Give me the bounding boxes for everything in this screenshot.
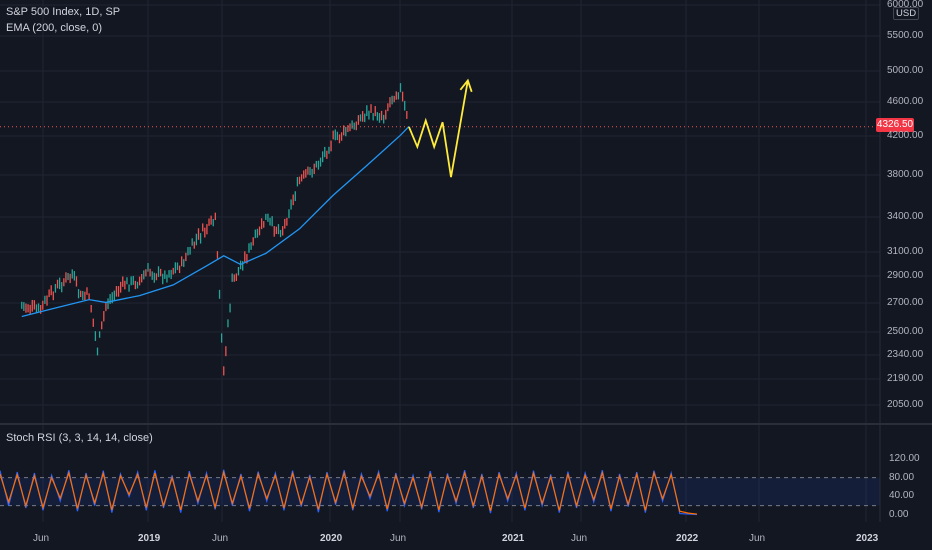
price-tick-label: 2500.00 xyxy=(887,326,924,337)
time-tick-label: 2021 xyxy=(502,533,525,544)
price-tick-label: 2700.00 xyxy=(887,297,924,308)
stoch-tick-label: 80.00 xyxy=(889,471,915,483)
stoch-band-area xyxy=(0,477,880,507)
time-tick-label: Jun xyxy=(212,533,229,544)
time-tick-label: 2023 xyxy=(856,533,879,544)
price-tick-label: 4600.00 xyxy=(887,96,924,107)
time-tick-label: Jun xyxy=(571,533,588,544)
price-tick-label: 2900.00 xyxy=(887,270,924,281)
ema-line xyxy=(21,126,410,318)
price-tick-label: 2050.00 xyxy=(887,399,924,410)
symbol-title[interactable]: S&P 500 Index, 1D, SP xyxy=(6,6,121,18)
currency-badge[interactable]: USD xyxy=(893,7,920,20)
price-tick-label: 2190.00 xyxy=(887,373,924,384)
pane-divider xyxy=(0,0,932,522)
projection-arrowhead xyxy=(459,78,473,93)
stoch-tick-label: 120.00 xyxy=(889,453,920,464)
price-tick-label: 6000.00 xyxy=(887,0,924,10)
stoch-tick-label: 0.00 xyxy=(889,509,909,520)
price-tick-label: 2340.00 xyxy=(887,349,924,360)
price-tick-label: 5500.00 xyxy=(887,30,924,41)
price-tick-label: 4200.00 xyxy=(887,130,924,141)
time-tick-label: 2022 xyxy=(676,533,699,544)
last-price-tag: 4326.50 xyxy=(876,118,914,132)
stoch-band-fill xyxy=(0,477,880,506)
stoch-d-series xyxy=(0,470,698,515)
grid-lines xyxy=(0,0,880,522)
time-tick-label: 2020 xyxy=(320,533,343,544)
price-tick-label: 3100.00 xyxy=(887,246,924,257)
ema-legend[interactable]: EMA (200, close, 0) xyxy=(6,22,102,34)
price-tick-label: 5000.00 xyxy=(887,65,924,76)
time-tick-label: Jun xyxy=(749,533,766,544)
price-tick-label: 3800.00 xyxy=(887,169,924,180)
stoch-tick-label: 40.00 xyxy=(889,490,915,502)
price-tick-label: 3400.00 xyxy=(887,211,924,222)
time-tick-label: 2019 xyxy=(138,533,161,544)
projection-line xyxy=(408,78,473,178)
time-tick-label: Jun xyxy=(33,533,50,544)
time-tick-label: Jun xyxy=(390,533,407,544)
projection-series xyxy=(408,80,469,178)
stoch-legend[interactable]: Stoch RSI (3, 3, 14, 14, close) xyxy=(6,432,153,444)
ema-series xyxy=(21,126,410,318)
price-candles xyxy=(0,83,880,376)
stoch-rsi-lines xyxy=(0,469,698,516)
